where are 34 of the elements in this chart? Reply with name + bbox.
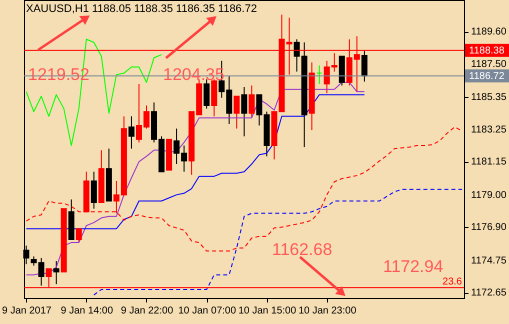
y-tick-label: 1176.90 [471,222,507,234]
candlestick [90,171,97,210]
candlestick [316,64,322,84]
x-tick-label: 10 Jan 07:00 [178,306,236,316]
x-tick-label: 10 Jan 15:00 [238,306,297,316]
y-tick-label: 1185.35 [471,92,507,104]
line-series [26,38,162,146]
ref-line-label: 1186.72 [469,70,505,82]
y-tick-label: 1174.75 [471,255,507,266]
candlestick [76,228,82,244]
x-tick-label: 9 Jan 14:00 [60,306,114,316]
annotation: 1162.68 [272,240,332,259]
x-tick-label: 10 Jan 23:00 [298,306,357,316]
line-series [26,82,365,276]
y-tick-label: 1189.60 [471,26,507,38]
candlestick [128,116,134,150]
x-tick-label: 9 Jan 2017 [2,306,52,316]
annotation: 1172.94 [383,257,444,276]
candlestick [53,260,60,285]
candlestick [241,86,248,137]
line-series [93,188,463,296]
x-tick-label: 9 Jan 22:00 [120,306,174,316]
ref-line-label: 1188.38 [469,45,505,56]
candlestick [204,78,210,110]
chart-title: XAUUSD,H1 1188.05 1188.35 1186.35 1186.72 [26,3,257,15]
y-tick-label: 1183.25 [471,124,507,136]
y-tick-label: 1181.15 [471,156,507,168]
candlestick [361,50,368,82]
y-tick-label: 1172.65 [471,288,507,299]
annotation: 23.6 [442,276,462,288]
y-tick-label: 1187.50 [471,58,507,70]
candlestick [248,84,255,118]
candlestick [234,96,240,130]
y-tick-label: 1179.00 [471,190,507,201]
